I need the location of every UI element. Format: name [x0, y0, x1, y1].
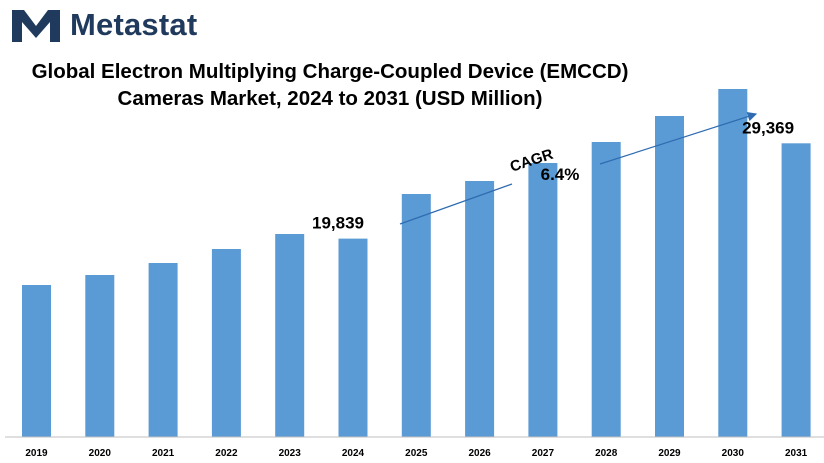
brand-name: Metastat — [70, 7, 198, 42]
chart-title-line-2: Cameras Market, 2024 to 2031 (USD Millio… — [117, 87, 543, 110]
bar-2028 — [591, 142, 621, 437]
x-tick-label-2020: 2020 — [89, 448, 112, 459]
x-tick-label-2022: 2022 — [215, 448, 238, 459]
bar-2024 — [338, 238, 368, 437]
bar-2025 — [401, 194, 431, 437]
x-tick-label-2030: 2030 — [722, 448, 745, 459]
x-tick-label-2025: 2025 — [405, 448, 428, 459]
x-tick-label-2028: 2028 — [595, 448, 618, 459]
x-tick-label-2023: 2023 — [279, 448, 302, 459]
bar-2022 — [211, 249, 241, 437]
bar-2027 — [528, 163, 558, 437]
brand-logo: Metastat — [8, 4, 197, 46]
bar-2026 — [465, 181, 495, 437]
chart-title: Global Electron Multiplying Charge-Coupl… — [0, 58, 660, 112]
bar-2019 — [22, 285, 51, 437]
x-tick-label-2026: 2026 — [468, 448, 491, 459]
bar-2030 — [718, 89, 748, 437]
x-tick-label-2027: 2027 — [532, 448, 555, 459]
x-tick-label-2029: 2029 — [658, 448, 681, 459]
x-tick-label-2019: 2019 — [25, 448, 48, 459]
end-value-label: 29,369 — [742, 118, 794, 137]
bar-2023 — [275, 234, 305, 437]
bar-2031 — [781, 143, 811, 437]
bar-2029 — [655, 116, 684, 437]
cagr-trend-arrow — [599, 111, 758, 165]
cagr-trend-line-left — [399, 183, 513, 225]
metastat-m-logo-icon — [12, 10, 60, 42]
start-value-label: 19,839 — [312, 214, 364, 233]
bar-2021 — [148, 263, 178, 437]
x-tick-label-2024: 2024 — [342, 448, 365, 459]
bar-2020 — [85, 275, 115, 437]
chart-title-line-1: Global Electron Multiplying Charge-Coupl… — [31, 60, 629, 83]
x-tick-label-2031: 2031 — [785, 448, 808, 459]
cagr-value-label: 6.4% — [541, 165, 580, 184]
x-tick-label-2021: 2021 — [152, 448, 175, 459]
